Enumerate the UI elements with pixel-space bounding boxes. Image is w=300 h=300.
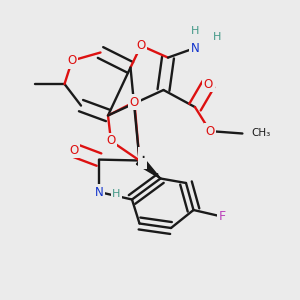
- Text: O: O: [106, 134, 116, 148]
- Text: ·: ·: [140, 149, 145, 167]
- Text: H: H: [191, 26, 199, 37]
- Text: O: O: [204, 77, 213, 91]
- Text: N: N: [190, 41, 200, 55]
- Polygon shape: [136, 157, 160, 178]
- Text: H: H: [213, 32, 222, 43]
- Text: H: H: [112, 189, 121, 200]
- Text: O: O: [69, 143, 78, 157]
- Text: O: O: [68, 54, 76, 67]
- Text: N: N: [94, 185, 103, 199]
- Text: O: O: [136, 39, 146, 52]
- Text: O: O: [130, 95, 139, 109]
- Text: CH₃: CH₃: [251, 128, 271, 139]
- Text: O: O: [206, 124, 214, 138]
- Text: F: F: [218, 210, 226, 223]
